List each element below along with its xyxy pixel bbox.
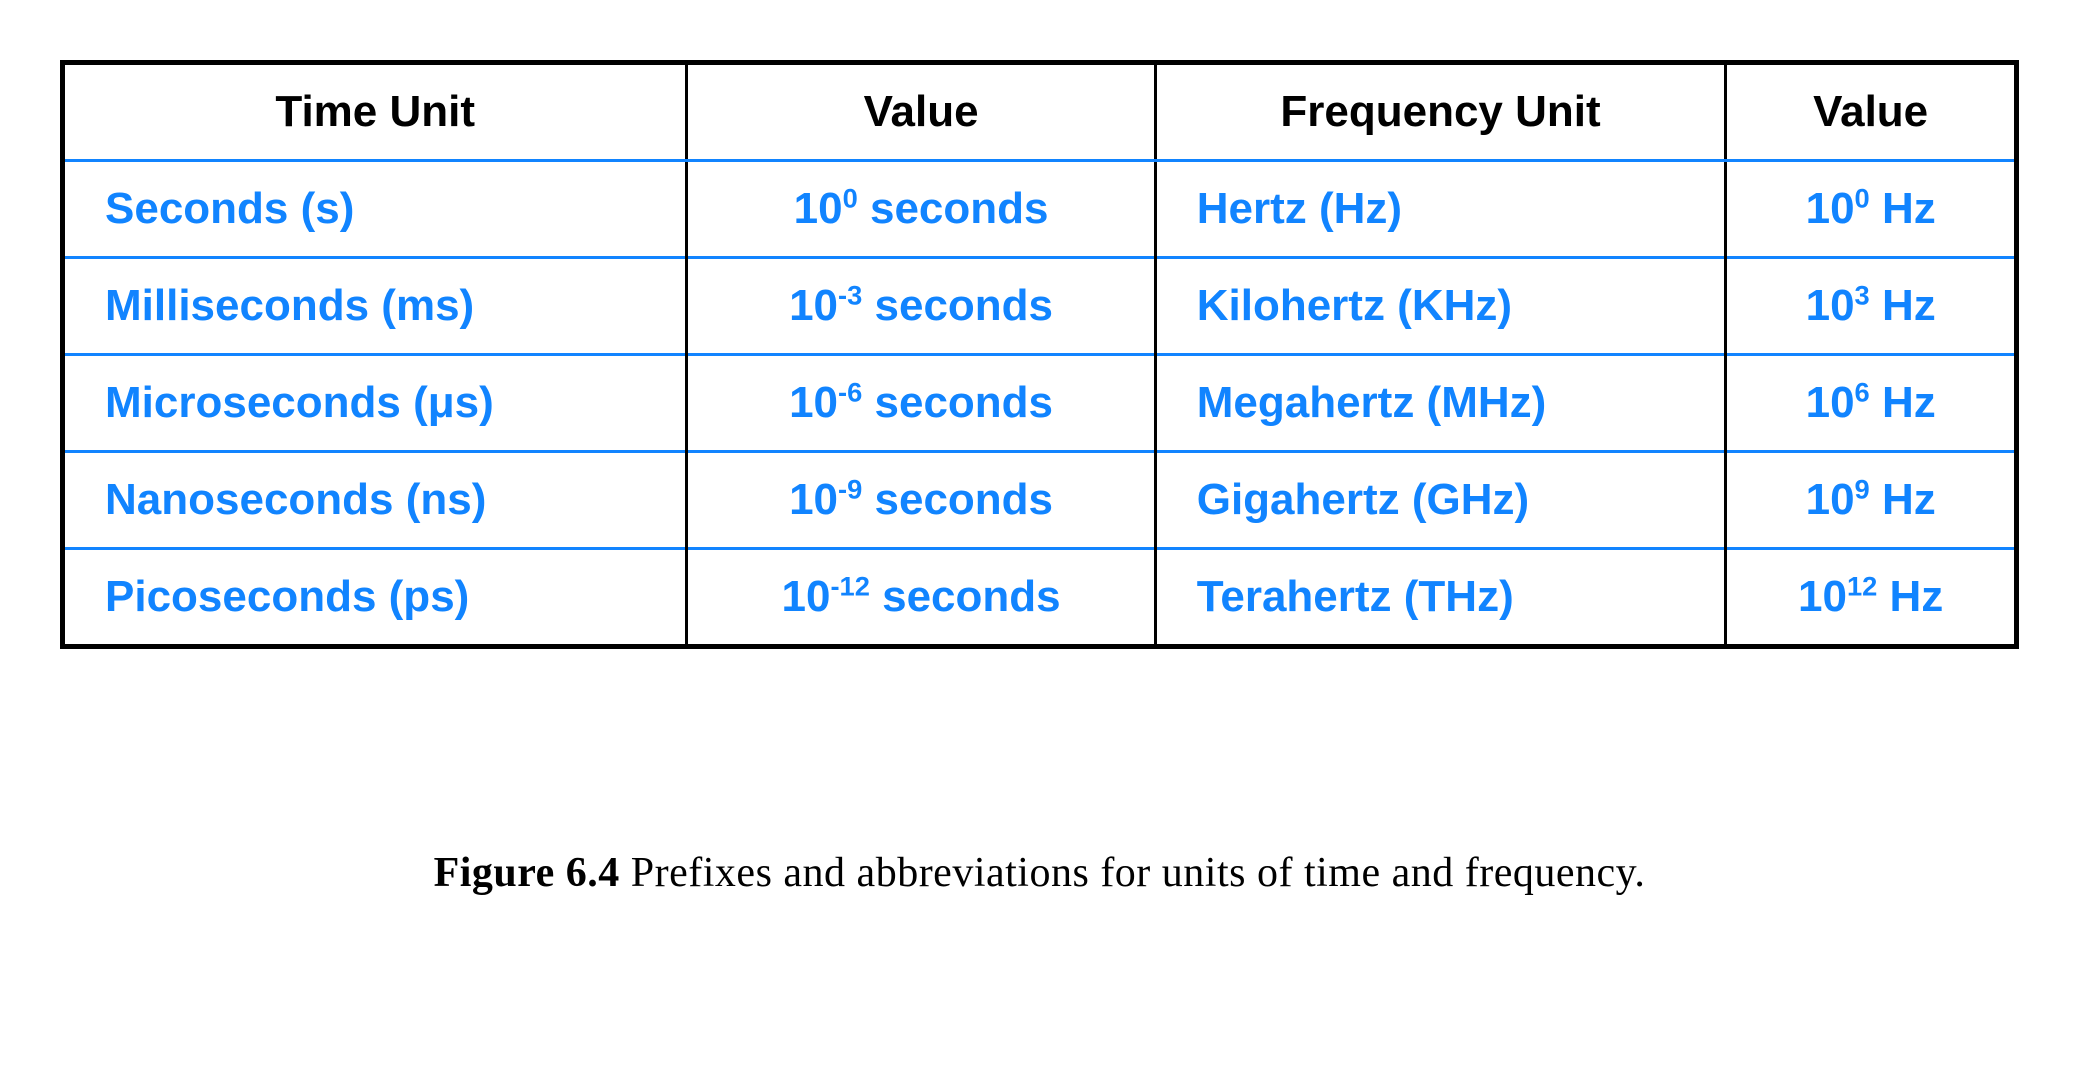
freq-unit-cell: Kilohertz (KHz) (1155, 258, 1726, 355)
time-unit-cell: Seconds (s) (63, 161, 687, 258)
time-value-cell: 100 seconds (687, 161, 1155, 258)
figure-caption: Figure 6.4 Prefixes and abbreviations fo… (60, 849, 2019, 897)
freq-value-suffix: Hz (1870, 378, 1936, 427)
time-value-suffix: seconds (858, 184, 1049, 233)
time-value-suffix: seconds (870, 572, 1061, 621)
freq-value-base: 10 (1806, 378, 1855, 427)
time-value-base: 10 (789, 378, 838, 427)
freq-value-exp: 0 (1855, 182, 1870, 213)
freq-unit-cell: Megahertz (MHz) (1155, 355, 1726, 452)
time-value-exp: -9 (838, 473, 862, 504)
figure-number: Figure 6.4 (434, 850, 620, 896)
time-value-cell: 10-3 seconds (687, 258, 1155, 355)
time-value-suffix: seconds (862, 475, 1053, 524)
units-table: Time Unit Value Frequency Unit Value Sec… (60, 60, 2019, 649)
time-value-suffix: seconds (862, 281, 1053, 330)
freq-unit-cell: Hertz (Hz) (1155, 161, 1726, 258)
table-row: Microseconds (μs)10-6 secondsMegahertz (… (63, 355, 2017, 452)
freq-value-suffix: Hz (1870, 281, 1936, 330)
freq-value-exp: 3 (1855, 279, 1870, 310)
freq-value-suffix: Hz (1877, 572, 1943, 621)
freq-value-suffix: Hz (1870, 184, 1936, 233)
time-value-base: 10 (782, 572, 831, 621)
freq-value-base: 10 (1806, 184, 1855, 233)
time-value-base: 10 (789, 475, 838, 524)
time-value-exp: -6 (838, 376, 862, 407)
freq-value-base: 10 (1798, 572, 1847, 621)
freq-value-cell: 109 Hz (1726, 452, 2017, 549)
freq-value-cell: 1012 Hz (1726, 549, 2017, 647)
freq-value-exp: 12 (1847, 570, 1877, 601)
freq-value-exp: 6 (1855, 376, 1870, 407)
time-unit-cell: Milliseconds (ms) (63, 258, 687, 355)
table-header-row: Time Unit Value Frequency Unit Value (63, 63, 2017, 161)
freq-unit-cell: Terahertz (THz) (1155, 549, 1726, 647)
table-row: Picoseconds (ps)10-12 secondsTerahertz (… (63, 549, 2017, 647)
freq-value-base: 10 (1806, 281, 1855, 330)
time-value-exp: 0 (843, 182, 858, 213)
freq-value-cell: 106 Hz (1726, 355, 2017, 452)
time-unit-cell: Nanoseconds (ns) (63, 452, 687, 549)
freq-unit-cell: Gigahertz (GHz) (1155, 452, 1726, 549)
col-header-time-value: Value (687, 63, 1155, 161)
table-row: Nanoseconds (ns)10-9 secondsGigahertz (G… (63, 452, 2017, 549)
time-value-exp: -3 (838, 279, 862, 310)
table-row: Milliseconds (ms)10-3 secondsKilohertz (… (63, 258, 2017, 355)
time-value-exp: -12 (830, 570, 869, 601)
table-row: Seconds (s)100 secondsHertz (Hz)100 Hz (63, 161, 2017, 258)
col-header-time-unit: Time Unit (63, 63, 687, 161)
time-unit-cell: Microseconds (μs) (63, 355, 687, 452)
freq-value-exp: 9 (1855, 473, 1870, 504)
freq-value-suffix: Hz (1870, 475, 1936, 524)
freq-value-cell: 103 Hz (1726, 258, 2017, 355)
time-value-suffix: seconds (862, 378, 1053, 427)
time-value-cell: 10-6 seconds (687, 355, 1155, 452)
time-value-base: 10 (794, 184, 843, 233)
freq-value-cell: 100 Hz (1726, 161, 2017, 258)
time-unit-cell: Picoseconds (ps) (63, 549, 687, 647)
freq-value-base: 10 (1806, 475, 1855, 524)
col-header-freq-value: Value (1726, 63, 2017, 161)
figure-caption-text: Prefixes and abbreviations for units of … (620, 850, 1646, 896)
time-value-base: 10 (789, 281, 838, 330)
time-value-cell: 10-12 seconds (687, 549, 1155, 647)
time-value-cell: 10-9 seconds (687, 452, 1155, 549)
col-header-freq-unit: Frequency Unit (1155, 63, 1726, 161)
